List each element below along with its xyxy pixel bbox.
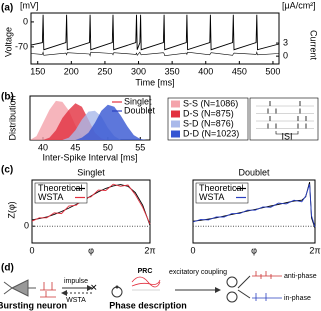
panel-label: (d) bbox=[1, 263, 14, 274]
in-phase-icon bbox=[252, 293, 282, 301]
legend-swatch bbox=[171, 130, 180, 138]
legend-label: WSTA bbox=[199, 192, 224, 202]
x-tick-label: 150 bbox=[30, 66, 45, 76]
wsta-label: WSTA bbox=[66, 297, 86, 304]
chart-title: Doublet bbox=[238, 167, 270, 177]
anti-phase-label: anti-phase bbox=[284, 273, 317, 280]
line bbox=[30, 14, 280, 51]
x-tick-label: 200 bbox=[64, 66, 79, 76]
area bbox=[30, 110, 147, 140]
line bbox=[31, 183, 151, 225]
phase-point bbox=[115, 285, 119, 289]
phase-circle bbox=[226, 276, 238, 288]
connector bbox=[237, 275, 251, 289]
legend-box bbox=[34, 182, 88, 204]
raster-box bbox=[249, 97, 319, 141]
legend-box bbox=[195, 182, 249, 204]
x-axis-label: Time [ms] bbox=[135, 77, 174, 87]
legend-box bbox=[167, 97, 249, 141]
panel-label: (a) bbox=[1, 3, 13, 14]
prc-label: PRC bbox=[138, 268, 153, 275]
x-tick-label: 300 bbox=[131, 66, 146, 76]
cross: ✕ bbox=[90, 282, 98, 292]
x-tick-label: 400 bbox=[198, 66, 213, 76]
x-tick-label: 50 bbox=[103, 142, 113, 152]
legend-label: WSTA bbox=[38, 192, 63, 202]
phase-circle bbox=[226, 291, 238, 303]
legend-swatch bbox=[171, 110, 180, 118]
connector bbox=[237, 289, 251, 299]
y-tick-label: -70 bbox=[15, 41, 28, 51]
area bbox=[30, 104, 147, 140]
legend-label: Theoretical bbox=[199, 183, 244, 193]
y-axis-label: Voltage bbox=[3, 27, 13, 57]
legend-label: Singlet bbox=[124, 96, 152, 106]
line bbox=[192, 184, 316, 228]
x-tick-label: 2π bbox=[309, 245, 320, 255]
isi-bracket bbox=[275, 131, 299, 135]
x-tick-label: 350 bbox=[165, 66, 180, 76]
legend-label: S-D (N=876) bbox=[183, 118, 234, 128]
legend-label: Doublet bbox=[124, 105, 156, 115]
x-tick-label: 2π bbox=[144, 245, 155, 255]
caption: Phase description bbox=[109, 300, 187, 310]
x-tick-label: 250 bbox=[97, 66, 112, 76]
x-tick-label: 0 bbox=[29, 245, 34, 255]
y2-tick-label: 3 bbox=[283, 37, 288, 47]
x-tick-label: 40 bbox=[38, 142, 48, 152]
x-axis-label: Inter-Spike Interval [ms] bbox=[42, 152, 137, 162]
legend-label: D-S (N=875) bbox=[183, 108, 234, 118]
impulse-label: impulse bbox=[64, 278, 88, 285]
anti-phase-icon bbox=[252, 271, 282, 279]
y2-tick-label: 0 bbox=[283, 51, 288, 61]
x-axis-label: φ bbox=[251, 245, 257, 255]
neuron-body bbox=[10, 279, 29, 297]
legend-label: D-D (N=1023) bbox=[183, 128, 239, 138]
x-tick-label: 0 bbox=[190, 245, 195, 255]
x-axis-label: φ bbox=[88, 245, 94, 255]
in-phase-label: in-phase bbox=[284, 295, 311, 302]
diagram: impulse WSTA ✕ PRC excitatory coupling a… bbox=[0, 268, 317, 311]
legend-label: Theoretical bbox=[38, 183, 83, 193]
legend-swatch bbox=[171, 100, 180, 108]
chart-title: Singlet bbox=[77, 167, 105, 177]
line bbox=[30, 51, 280, 57]
x-tick-label: 450 bbox=[232, 66, 247, 76]
plot-frame bbox=[192, 179, 316, 244]
y-axis-label: Distribution bbox=[7, 95, 17, 140]
x-tick-label: 45 bbox=[70, 142, 80, 152]
panel-label: (c) bbox=[1, 165, 13, 176]
x-tick-label: 55 bbox=[135, 142, 145, 152]
spike-icon bbox=[40, 282, 56, 298]
caption: Bursting neuron bbox=[0, 300, 67, 310]
plot-frame bbox=[31, 179, 151, 244]
y-axis-label: Z(φ) bbox=[6, 201, 16, 218]
y-axis-unit: [mV] bbox=[20, 0, 39, 10]
neuron-dendrite bbox=[3, 281, 36, 295]
panel-label: (b) bbox=[1, 92, 14, 103]
prc-icon bbox=[131, 276, 161, 288]
x-tick-label: 500 bbox=[265, 66, 280, 76]
y-tick-label: 0 bbox=[23, 16, 28, 26]
legend-label: S-S (N=1086) bbox=[183, 98, 238, 108]
coupling-label: excitatory coupling bbox=[169, 269, 227, 276]
raster-label: ISI bbox=[281, 131, 292, 141]
legend-swatch bbox=[171, 120, 180, 128]
plot-frame bbox=[30, 12, 280, 65]
y2-axis-unit: [μA/cm²] bbox=[282, 0, 316, 10]
y2-axis-label: Current bbox=[309, 30, 319, 61]
y-tick-label: 0 bbox=[24, 221, 29, 231]
